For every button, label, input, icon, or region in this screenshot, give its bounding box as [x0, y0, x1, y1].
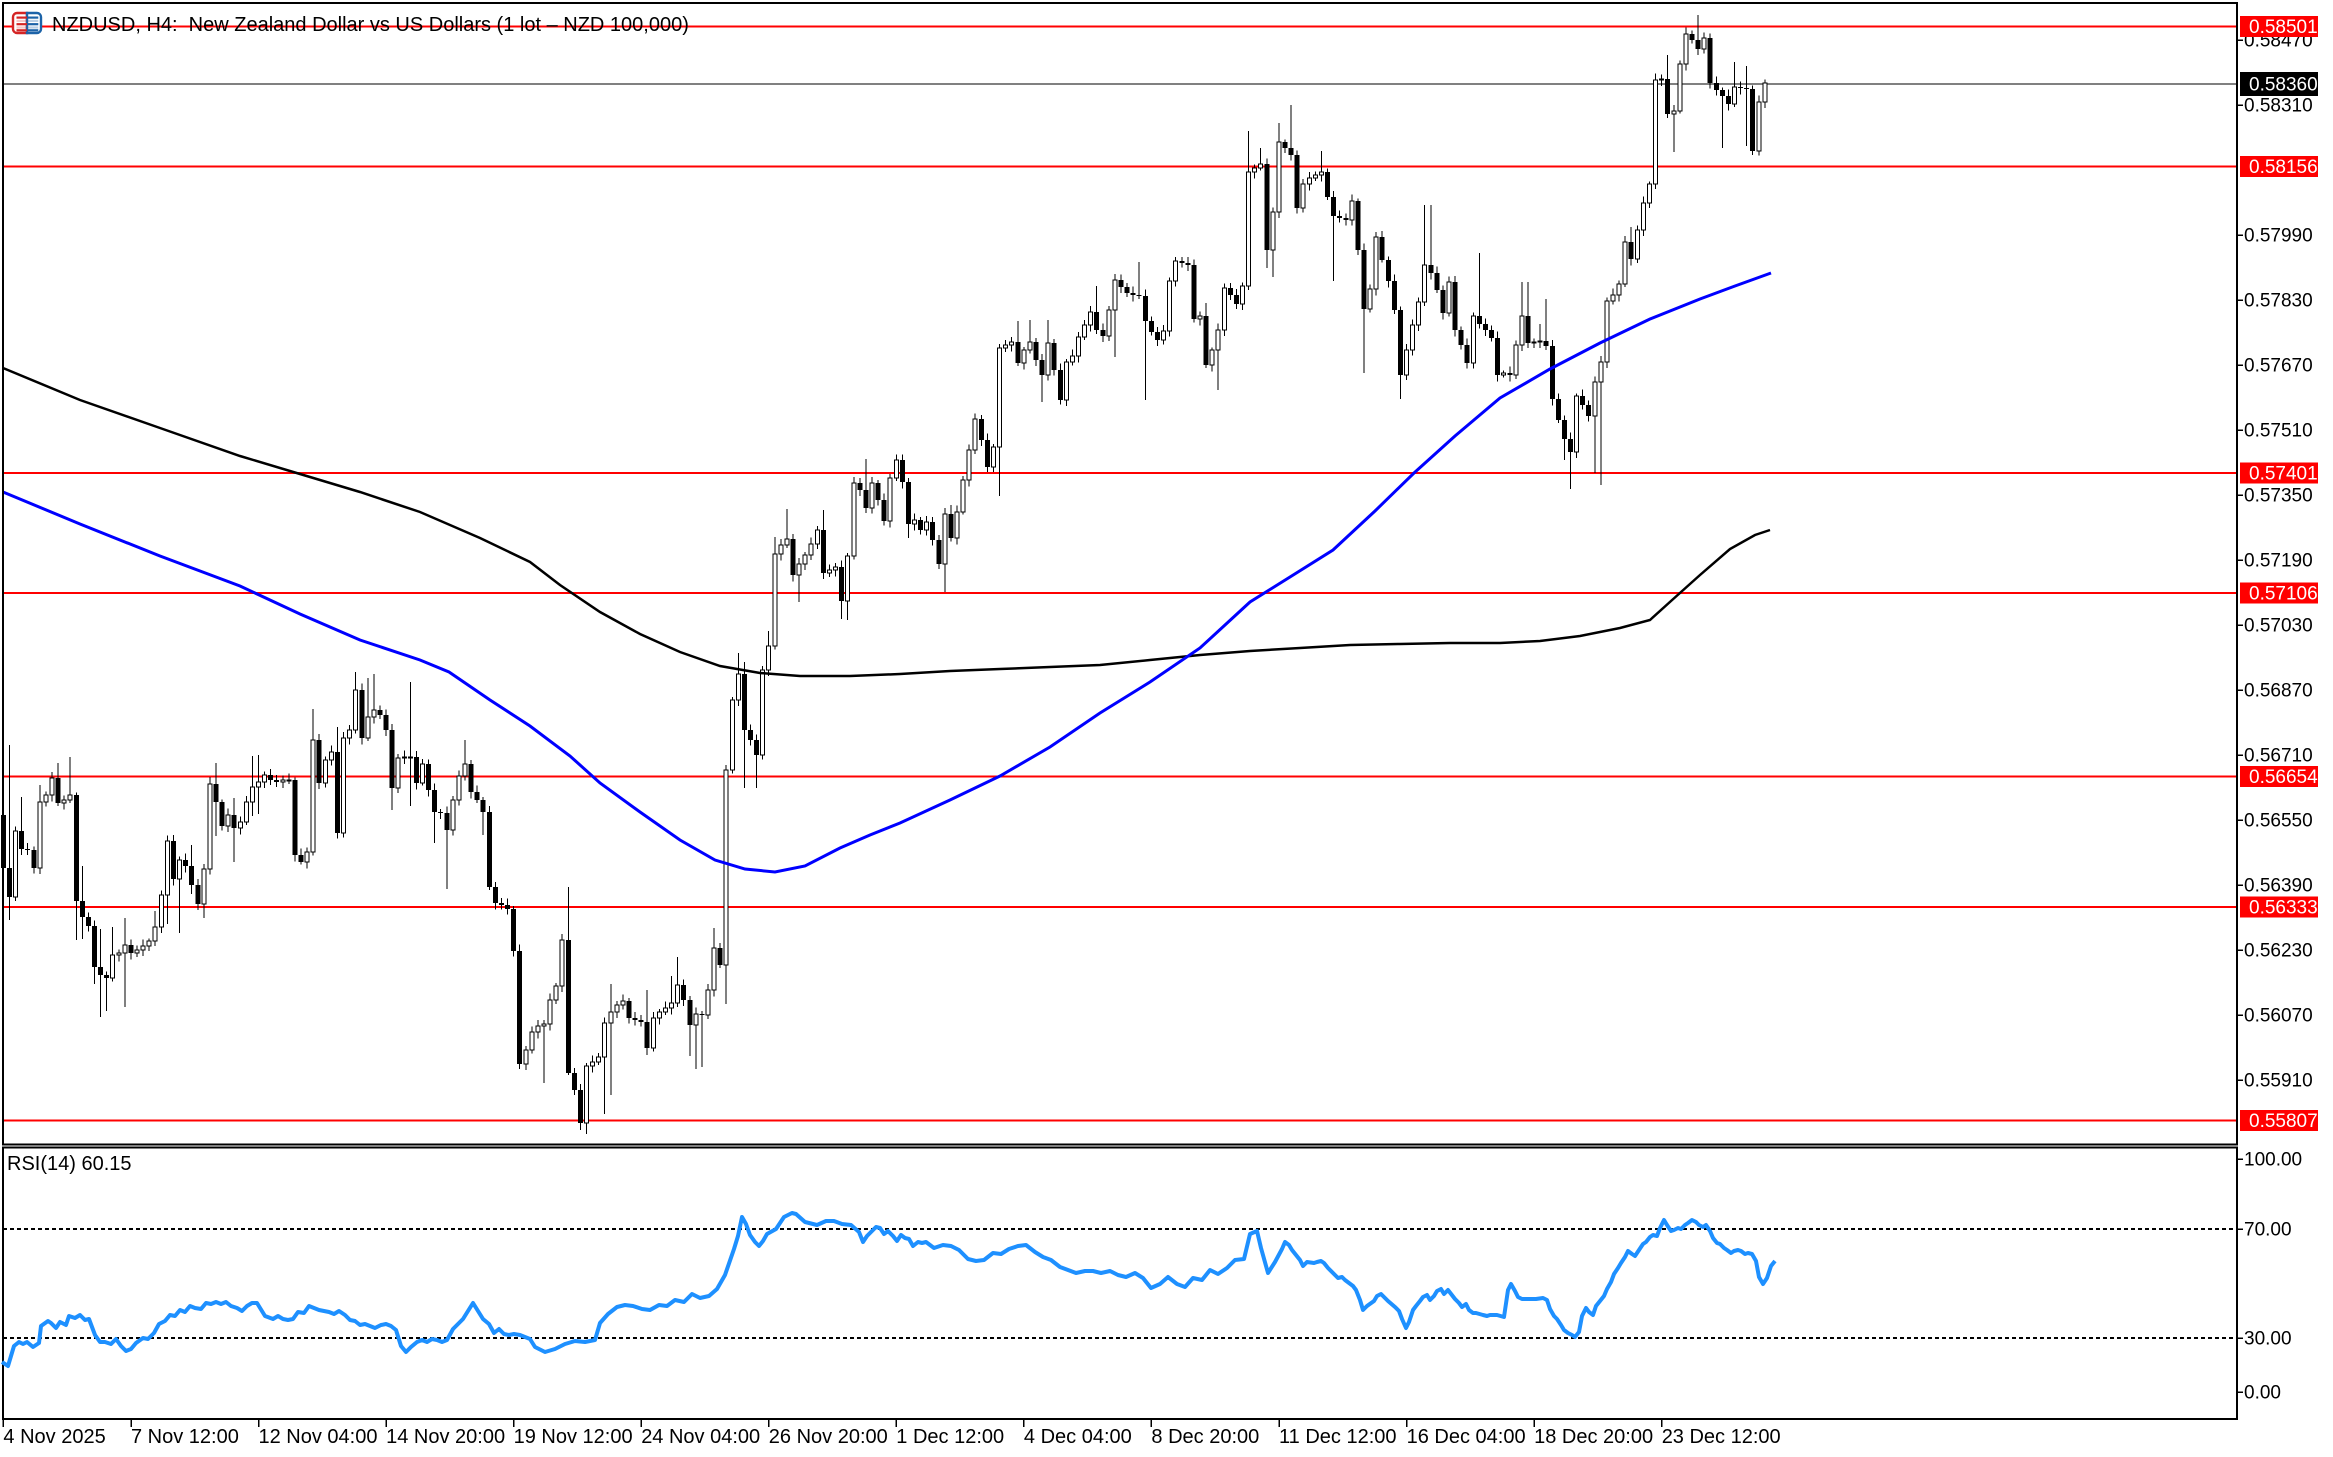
svg-text:0.56550: 0.56550 [2244, 811, 2313, 832]
svg-text:0.56654: 0.56654 [2249, 767, 2318, 788]
svg-text:70.00: 70.00 [2244, 1220, 2292, 1241]
svg-text:8 Dec 20:00: 8 Dec 20:00 [1151, 1426, 1259, 1448]
svg-text:14 Nov 20:00: 14 Nov 20:00 [386, 1426, 505, 1448]
svg-text:0.57350: 0.57350 [2244, 486, 2313, 507]
svg-text:0.57106: 0.57106 [2249, 584, 2318, 605]
svg-text:0.55807: 0.55807 [2249, 1111, 2318, 1132]
svg-text:4 Dec 04:00: 4 Dec 04:00 [1024, 1426, 1132, 1448]
svg-text:4 Nov 2025: 4 Nov 2025 [3, 1426, 105, 1448]
svg-text:0.56333: 0.56333 [2249, 898, 2318, 919]
svg-text:100.00: 100.00 [2244, 1150, 2302, 1171]
svg-text:0.57830: 0.57830 [2244, 291, 2313, 312]
svg-text:26 Nov 20:00: 26 Nov 20:00 [769, 1426, 888, 1448]
svg-text:0.58360: 0.58360 [2249, 75, 2318, 96]
svg-text:0.55910: 0.55910 [2244, 1071, 2313, 1092]
svg-text:0.56390: 0.56390 [2244, 876, 2313, 897]
svg-text:0.56710: 0.56710 [2244, 746, 2313, 767]
svg-text:0.56230: 0.56230 [2244, 941, 2313, 962]
svg-text:0.57190: 0.57190 [2244, 551, 2313, 572]
svg-text:24 Nov 04:00: 24 Nov 04:00 [641, 1426, 760, 1448]
svg-text:RSI(14) 60.15: RSI(14) 60.15 [7, 1153, 132, 1175]
svg-text:0.57401: 0.57401 [2249, 464, 2318, 485]
svg-text:0.58310: 0.58310 [2244, 96, 2313, 117]
svg-text:0.58501: 0.58501 [2249, 17, 2318, 38]
svg-text:30.00: 30.00 [2244, 1329, 2292, 1350]
svg-text:19 Nov 12:00: 19 Nov 12:00 [514, 1426, 633, 1448]
svg-text:0.57030: 0.57030 [2244, 616, 2313, 637]
svg-text:0.58156: 0.58156 [2249, 157, 2318, 178]
svg-text:16 Dec 04:00: 16 Dec 04:00 [1407, 1426, 1526, 1448]
svg-text:23 Dec 12:00: 23 Dec 12:00 [1662, 1426, 1781, 1448]
svg-text:0.56870: 0.56870 [2244, 681, 2313, 702]
svg-text:NZDUSD, H4: New Zealand Dolla: NZDUSD, H4: New Zealand Dollar vs US Dol… [52, 14, 689, 36]
svg-text:0.56070: 0.56070 [2244, 1006, 2313, 1027]
svg-text:1 Dec 12:00: 1 Dec 12:00 [896, 1426, 1004, 1448]
svg-text:12 Nov 04:00: 12 Nov 04:00 [259, 1426, 378, 1448]
svg-text:7 Nov 12:00: 7 Nov 12:00 [131, 1426, 239, 1448]
svg-text:18 Dec 20:00: 18 Dec 20:00 [1534, 1426, 1653, 1448]
svg-text:0.00: 0.00 [2244, 1383, 2281, 1404]
svg-text:0.57990: 0.57990 [2244, 226, 2313, 247]
svg-text:0.57510: 0.57510 [2244, 421, 2313, 442]
svg-text:0.57670: 0.57670 [2244, 356, 2313, 377]
svg-text:11 Dec 12:00: 11 Dec 12:00 [1279, 1426, 1397, 1448]
